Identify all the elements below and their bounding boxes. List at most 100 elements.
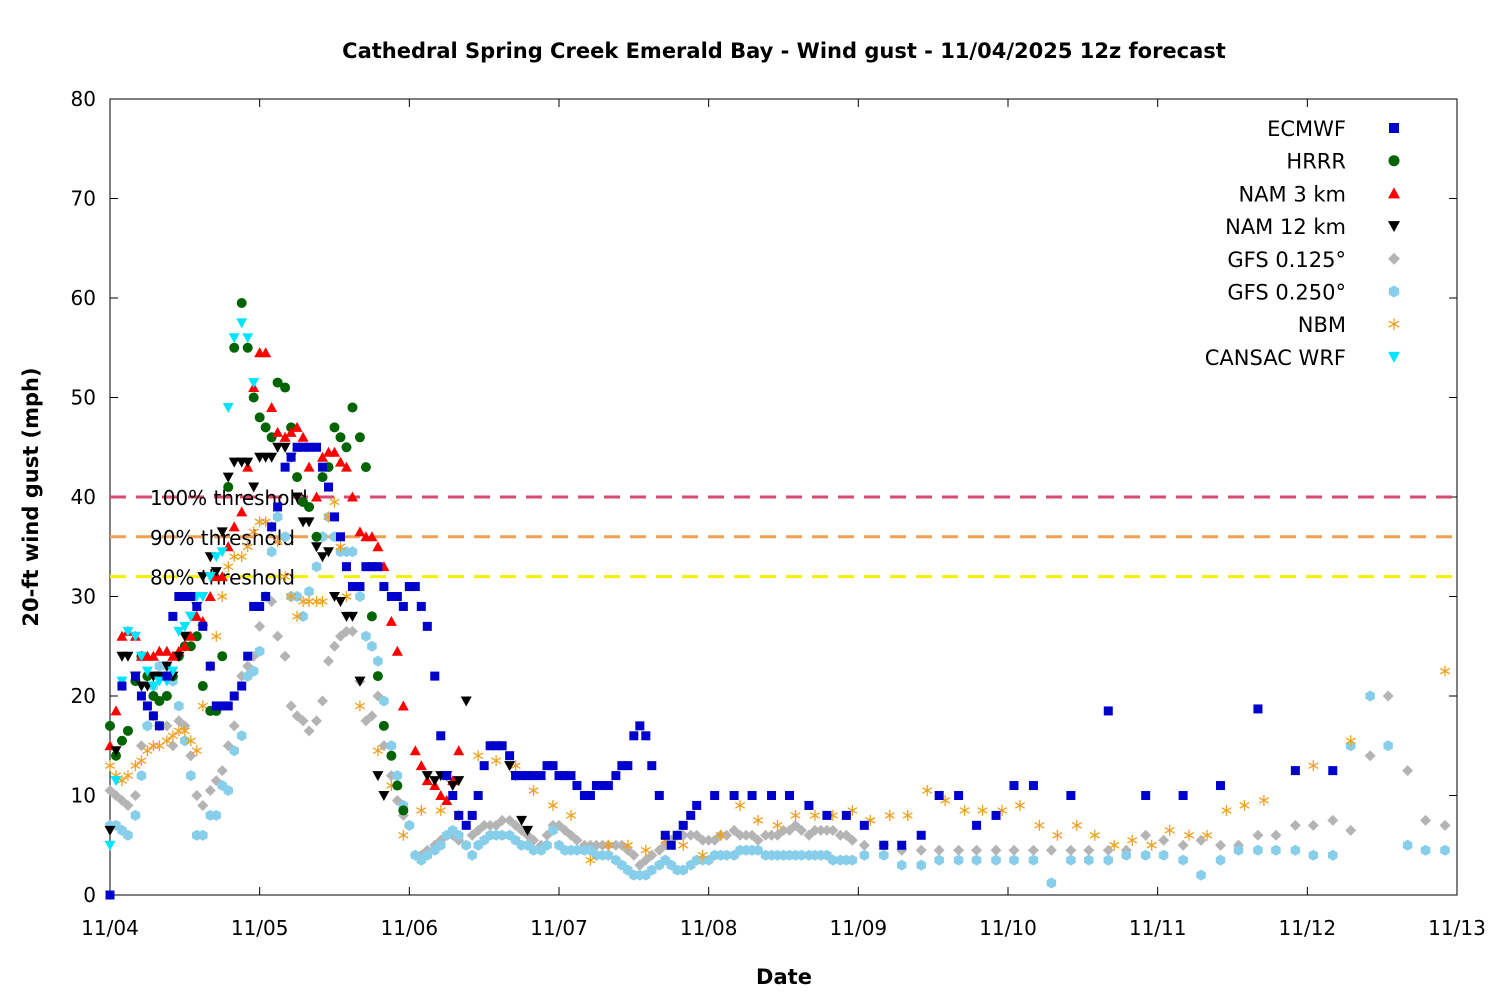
- asterisk-stroke: [922, 787, 933, 794]
- data-point: [517, 771, 527, 781]
- asterisk-stroke: [1239, 802, 1250, 809]
- data-point: [373, 655, 383, 667]
- asterisk-stroke: [248, 528, 259, 536]
- data-point: [542, 761, 552, 771]
- data-point: [285, 700, 297, 712]
- data-point: [272, 511, 283, 523]
- series-ecmwf: [105, 442, 1338, 900]
- legend-label: ECMWF: [1267, 117, 1346, 141]
- data-point: [772, 819, 783, 831]
- data-point: [135, 651, 147, 662]
- data-point: [991, 810, 1001, 820]
- x-tick-label: 11/06: [381, 916, 439, 940]
- data-point: [317, 695, 329, 707]
- data-point: [122, 799, 134, 811]
- data-point: [228, 720, 240, 732]
- data-point: [291, 610, 303, 622]
- data-point: [228, 457, 240, 468]
- data-point: [354, 676, 366, 687]
- data-point: [161, 691, 172, 701]
- data-point: [991, 854, 1001, 866]
- data-point: [511, 771, 521, 781]
- data-point: [1121, 849, 1131, 861]
- data-point: [1383, 740, 1393, 752]
- data-point: [491, 741, 501, 751]
- data-point: [372, 771, 384, 782]
- asterisk-stroke: [341, 593, 352, 600]
- y-tick-label: 30: [71, 585, 96, 609]
- data-point: [603, 781, 613, 791]
- asterisk-stroke: [847, 807, 858, 814]
- data-point: [1158, 849, 1169, 861]
- x-tick-label: 11/10: [979, 916, 1037, 940]
- data-point: [280, 531, 290, 543]
- data-point: [318, 462, 328, 472]
- data-point: [211, 701, 221, 711]
- data-point: [347, 402, 358, 413]
- data-point: [571, 834, 583, 846]
- data-point: [311, 715, 323, 727]
- asterisk-stroke: [1052, 831, 1063, 839]
- data-point: [902, 809, 913, 821]
- data-point: [297, 431, 309, 442]
- data-point: [254, 645, 265, 657]
- data-point: [104, 825, 116, 836]
- data-point: [1046, 877, 1057, 889]
- data-point: [136, 691, 146, 701]
- legend-label: CANSAC WRF: [1205, 346, 1346, 370]
- data-point: [1071, 819, 1082, 831]
- data-point: [340, 625, 352, 637]
- data-point: [168, 611, 178, 621]
- data-point: [1402, 765, 1414, 777]
- data-point: [934, 791, 944, 800]
- data-point: [828, 854, 838, 866]
- asterisk-stroke: [735, 802, 746, 809]
- asterisk-stroke: [185, 737, 196, 745]
- asterisk-stroke: [1034, 822, 1045, 829]
- x-tick-label: 11/13: [1428, 916, 1486, 940]
- x-tick-label: 11/11: [1129, 916, 1187, 940]
- data-point: [410, 582, 420, 592]
- data-point: [366, 710, 378, 722]
- data-point: [647, 864, 657, 876]
- asterisk-stroke: [223, 563, 234, 570]
- data-point: [641, 731, 651, 741]
- data-point: [122, 651, 134, 662]
- x-tick-label: 11/08: [680, 916, 738, 940]
- data-point: [879, 849, 889, 861]
- data-point: [123, 829, 133, 841]
- data-point: [953, 844, 965, 856]
- data-point: [185, 735, 196, 747]
- data-point: [154, 740, 165, 752]
- data-point: [916, 859, 926, 871]
- data-point: [217, 591, 228, 602]
- data-point: [916, 830, 926, 840]
- data-point: [249, 601, 259, 611]
- data-point: [386, 592, 396, 601]
- asterisk-stroke: [1089, 831, 1100, 839]
- asterisk-stroke: [1014, 802, 1026, 809]
- data-point: [460, 696, 472, 707]
- asterisk-stroke: [1258, 797, 1270, 804]
- data-point: [467, 810, 477, 820]
- data-point: [1028, 781, 1038, 791]
- data-point: [1196, 869, 1206, 881]
- data-point: [272, 630, 284, 642]
- data-point: [286, 591, 297, 602]
- legend-marker: [1388, 285, 1400, 298]
- data-point: [972, 820, 982, 830]
- data-point: [766, 829, 778, 841]
- data-point: [398, 601, 408, 611]
- data-point: [1290, 766, 1300, 776]
- data-point: [827, 824, 839, 836]
- data-point: [173, 626, 185, 637]
- asterisk-stroke: [640, 846, 651, 854]
- data-point: [346, 491, 358, 502]
- data-point: [859, 820, 869, 830]
- data-point: [1178, 791, 1188, 800]
- data-point: [211, 809, 222, 821]
- legend: ECMWF HRRR NAM 3 km NAM 12 km GFS 0.125° GFS …: [1205, 117, 1400, 370]
- data-point: [747, 791, 757, 800]
- data-point: [303, 461, 315, 472]
- legend-marker: [1388, 252, 1400, 265]
